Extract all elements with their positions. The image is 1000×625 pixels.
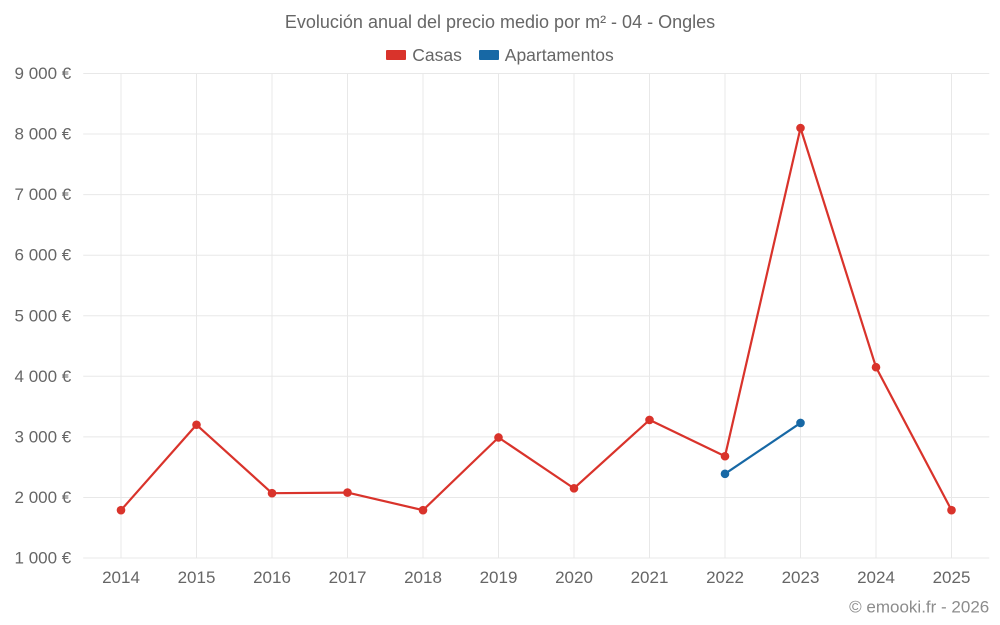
svg-text:8 000 €: 8 000 €	[15, 125, 72, 144]
svg-text:1 000 €: 1 000 €	[15, 549, 72, 568]
svg-text:2014: 2014	[102, 568, 140, 587]
svg-text:2021: 2021	[631, 568, 669, 587]
svg-text:9 000 €: 9 000 €	[15, 64, 72, 83]
svg-text:2020: 2020	[555, 568, 593, 587]
svg-text:4 000 €: 4 000 €	[15, 367, 72, 386]
svg-text:5 000 €: 5 000 €	[15, 306, 72, 325]
svg-text:3 000 €: 3 000 €	[15, 427, 72, 446]
svg-text:2015: 2015	[178, 568, 216, 587]
svg-text:2 000 €: 2 000 €	[15, 488, 72, 507]
svg-text:2025: 2025	[933, 568, 971, 587]
svg-text:2018: 2018	[404, 568, 442, 587]
svg-text:6 000 €: 6 000 €	[15, 246, 72, 265]
svg-text:2017: 2017	[329, 568, 367, 587]
svg-text:© emooki.fr - 2026: © emooki.fr - 2026	[849, 598, 989, 617]
svg-text:7 000 €: 7 000 €	[15, 185, 72, 204]
svg-text:2023: 2023	[782, 568, 820, 587]
svg-text:2016: 2016	[253, 568, 291, 587]
svg-text:2024: 2024	[857, 568, 895, 587]
svg-text:2019: 2019	[480, 568, 518, 587]
svg-text:2022: 2022	[706, 568, 744, 587]
